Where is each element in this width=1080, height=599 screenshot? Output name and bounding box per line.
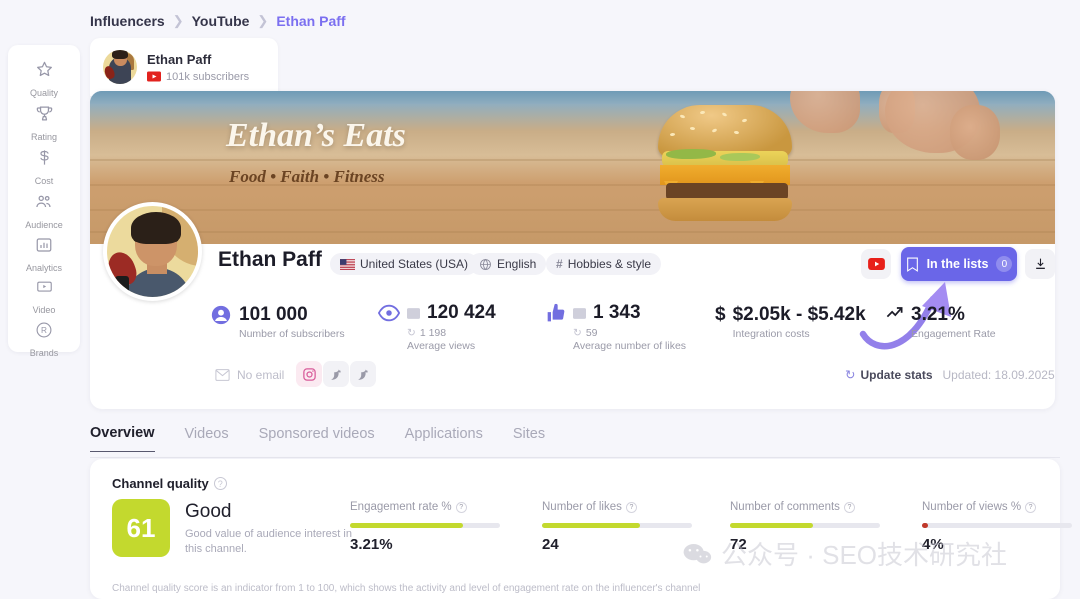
svg-text:R: R (41, 326, 47, 335)
